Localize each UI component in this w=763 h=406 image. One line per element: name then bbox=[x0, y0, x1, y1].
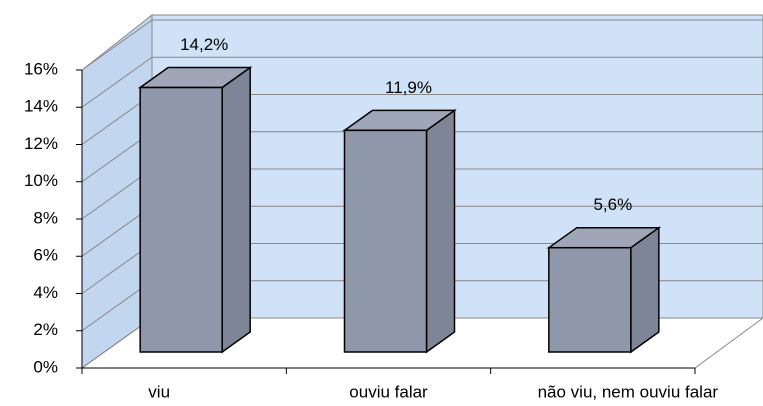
value-label: 14,2% bbox=[180, 35, 228, 54]
bar bbox=[343, 129, 428, 353]
y-tick-label: 8% bbox=[33, 208, 58, 227]
y-tick-label: 16% bbox=[24, 59, 58, 78]
y-tick-label: 10% bbox=[24, 171, 58, 190]
grid-line bbox=[81, 19, 153, 71]
y-tick-label: 14% bbox=[24, 97, 58, 116]
bar-side bbox=[425, 108, 456, 354]
y-tick-label: 12% bbox=[24, 134, 58, 153]
y-tick-label: 2% bbox=[33, 320, 58, 339]
y-tick-label: 4% bbox=[33, 283, 58, 302]
bar bbox=[139, 86, 223, 353]
x-tick-label: viu bbox=[148, 382, 170, 401]
value-label: 11,9% bbox=[385, 78, 432, 97]
y-tick-label: 0% bbox=[33, 357, 58, 376]
grid-line bbox=[81, 56, 153, 108]
value-label: 5,6% bbox=[593, 195, 632, 214]
bar bbox=[548, 246, 632, 353]
y-tick-label: 6% bbox=[33, 246, 58, 265]
bar-side bbox=[221, 66, 251, 354]
x-tick-label: não viu, nem ouviu falar bbox=[538, 382, 719, 401]
x-tick-label: ouviu falar bbox=[349, 382, 428, 401]
bar-side bbox=[630, 226, 660, 354]
